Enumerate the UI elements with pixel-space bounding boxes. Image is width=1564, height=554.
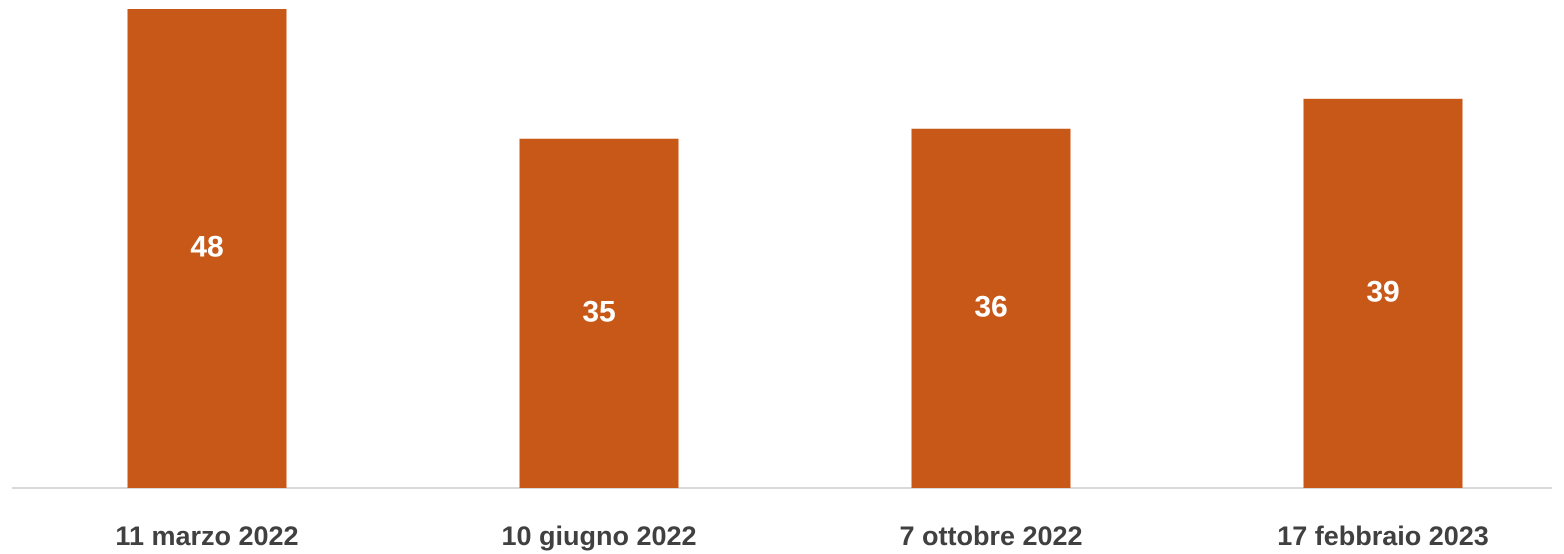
x-tick-label: 7 ottobre 2022 [899, 521, 1082, 551]
value-label: 48 [190, 230, 223, 263]
bar [519, 138, 679, 488]
bar [127, 9, 287, 488]
bar [911, 128, 1071, 488]
x-tick-label: 11 marzo 2022 [115, 521, 298, 551]
value-label: 39 [1366, 275, 1399, 308]
bar [1303, 98, 1463, 488]
value-label: 36 [974, 290, 1007, 323]
x-tick-label: 17 febbraio 2023 [1277, 521, 1489, 551]
x-tick-label: 10 giugno 2022 [501, 521, 696, 551]
value-label: 35 [582, 295, 615, 328]
